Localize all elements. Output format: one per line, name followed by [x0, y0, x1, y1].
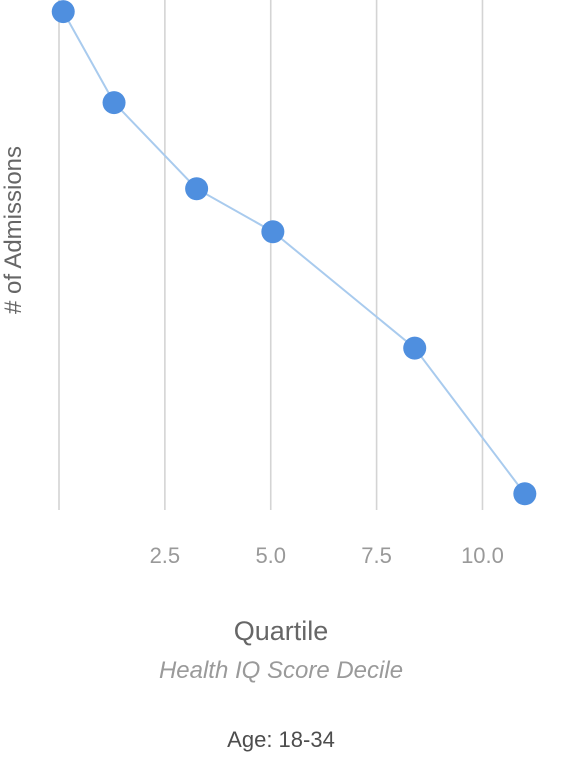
data-point[interactable] — [261, 220, 285, 244]
series-line-layer — [62, 11, 526, 495]
x-tick-label: 5.0 — [255, 543, 286, 568]
x-axis-label: Quartile — [233, 616, 329, 646]
x-tick-label: 10.0 — [461, 543, 504, 568]
data-point[interactable] — [513, 482, 537, 506]
y-axis-label: # of Admissions — [0, 146, 27, 314]
data-point[interactable] — [102, 91, 126, 115]
x-axis-subtitle: Health IQ Score Decile — [158, 657, 404, 684]
x-tick-label: 2.5 — [150, 543, 181, 568]
data-point[interactable] — [51, 0, 75, 24]
series-line — [62, 11, 526, 495]
data-point[interactable] — [403, 336, 427, 360]
data-point[interactable] — [185, 177, 209, 201]
data-points-layer — [51, 0, 537, 506]
x-tick-label: 7.5 — [361, 543, 392, 568]
age-caption: Age: 18-34 — [227, 727, 335, 752]
x-tick-labels: 2.5 5.0 7.5 10.0 — [150, 543, 504, 568]
grid-layer — [58, 0, 484, 510]
